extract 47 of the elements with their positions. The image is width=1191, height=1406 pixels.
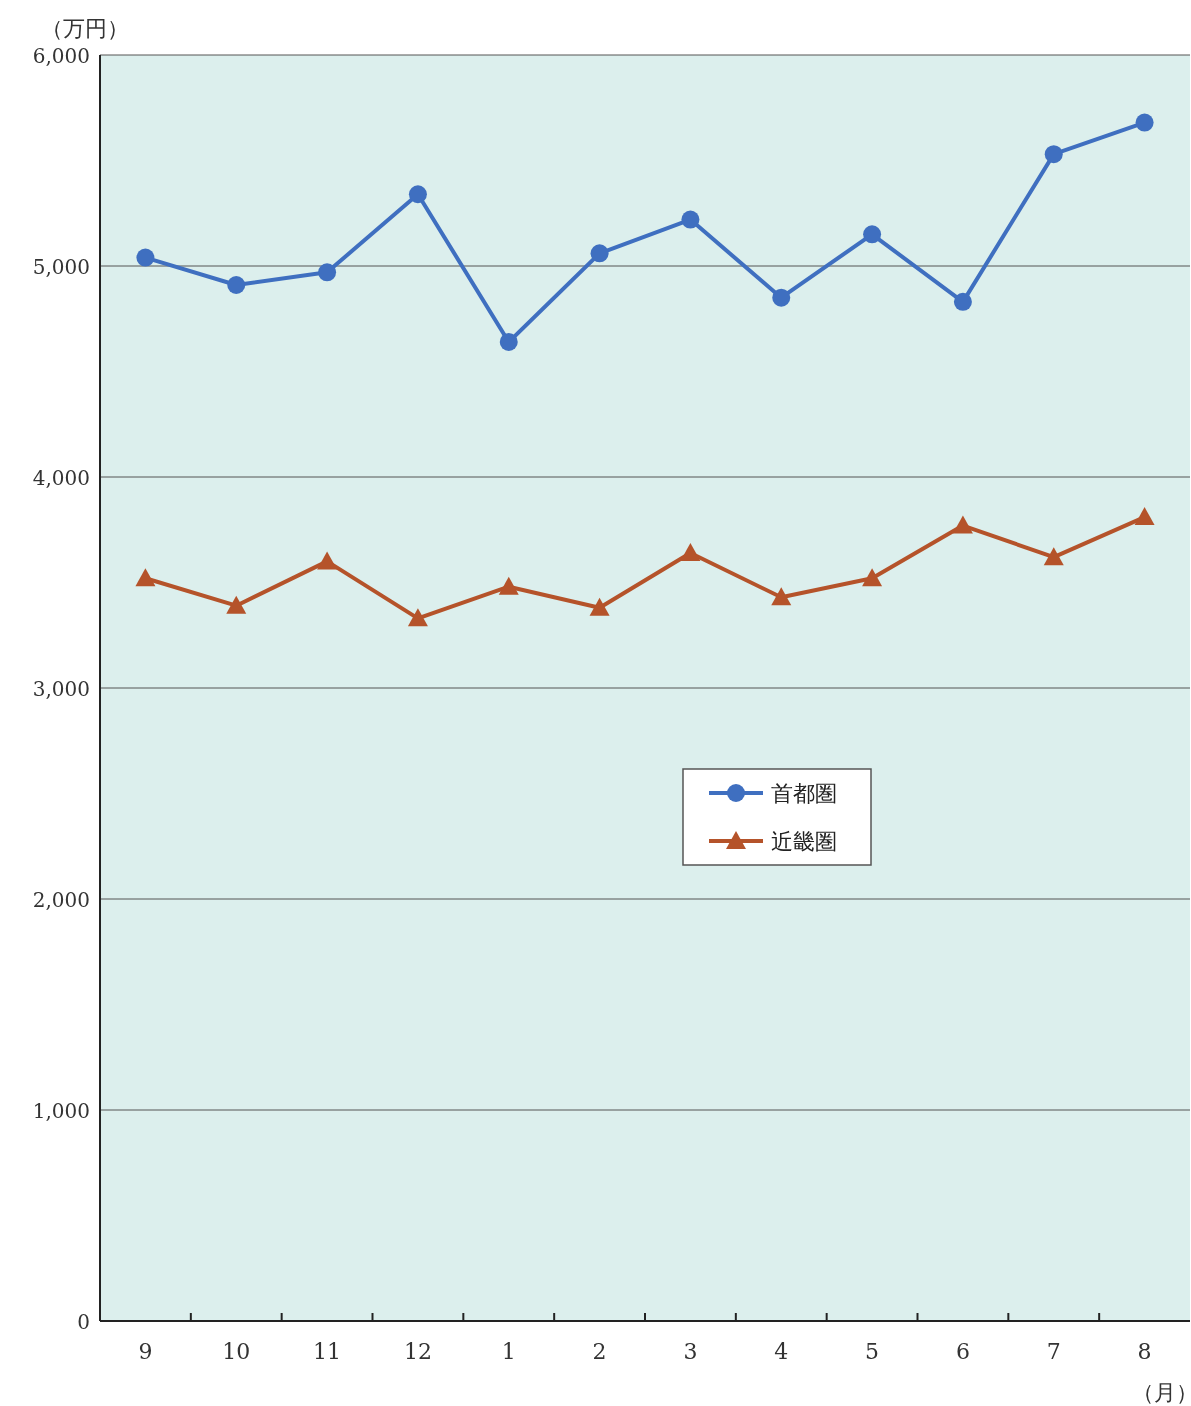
point xyxy=(136,248,155,267)
y-tick-label: 0 xyxy=(77,1310,90,1334)
x-tick-label: 7 xyxy=(1046,1339,1061,1364)
point xyxy=(680,542,701,561)
legend-label: 首都圏 xyxy=(771,781,837,806)
x-tick-label: 8 xyxy=(1137,1339,1152,1364)
y-tick-label: 6,000 xyxy=(32,44,90,68)
point xyxy=(952,515,973,534)
point xyxy=(499,332,518,351)
point xyxy=(1135,113,1154,132)
y-tick-label: 2,000 xyxy=(32,888,90,912)
x-tick-label: 3 xyxy=(683,1339,698,1364)
point xyxy=(408,185,427,204)
x-axis-title: （月） xyxy=(1132,1380,1191,1405)
point xyxy=(681,210,700,229)
point xyxy=(498,576,519,595)
x-tick-label: 4 xyxy=(774,1339,789,1364)
point xyxy=(227,275,246,294)
point xyxy=(589,597,610,616)
x-tick-label: 10 xyxy=(222,1339,251,1364)
point xyxy=(863,225,882,244)
point xyxy=(407,608,428,627)
y-axis-title: （万円） xyxy=(41,16,129,41)
x-tick-label: 1 xyxy=(501,1339,516,1364)
x-tick-label: 11 xyxy=(313,1339,342,1364)
y-tick-label: 5,000 xyxy=(32,255,90,279)
legend-label: 近畿圏 xyxy=(771,829,837,854)
point xyxy=(135,568,156,587)
point xyxy=(226,595,247,614)
point xyxy=(1134,507,1155,526)
y-tick-label: 4,000 xyxy=(32,466,90,490)
point xyxy=(318,263,337,282)
y-tick-label: 1,000 xyxy=(32,1099,90,1123)
point xyxy=(862,568,883,587)
point xyxy=(953,292,972,311)
point xyxy=(772,288,791,307)
x-tick-label: 5 xyxy=(865,1339,880,1364)
y-tick-label: 3,000 xyxy=(32,677,90,701)
x-tick-label: 6 xyxy=(955,1339,970,1364)
point xyxy=(1044,145,1063,164)
point xyxy=(1043,547,1064,566)
point xyxy=(317,551,338,570)
x-tick-label: 12 xyxy=(403,1339,432,1364)
point xyxy=(590,244,609,263)
x-tick-label: 2 xyxy=(592,1339,607,1364)
x-tick-label: 9 xyxy=(138,1339,153,1364)
point xyxy=(771,587,792,606)
